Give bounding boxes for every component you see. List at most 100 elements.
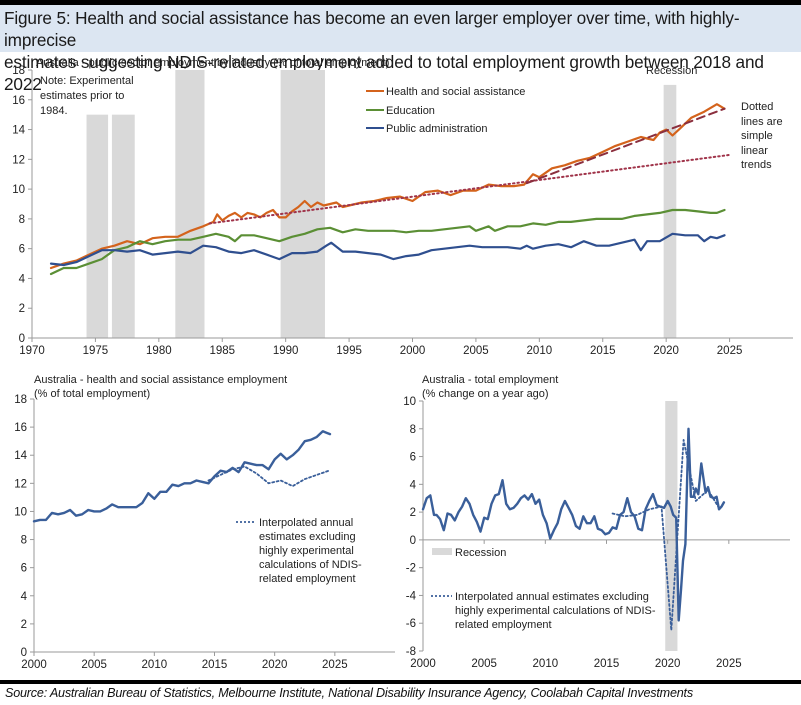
y-tick-label: 8 [19, 214, 25, 226]
trend-note-line-2: lines are [741, 116, 783, 128]
x-tick-label: 2025 [716, 658, 742, 670]
x-tick-label: 2020 [655, 658, 681, 670]
y-tick-label: 6 [21, 563, 27, 575]
top-series [49, 103, 731, 276]
health-employment-line [32, 430, 332, 523]
x-tick-label: 2005 [471, 658, 497, 670]
x-tick-label: 1980 [146, 345, 172, 357]
y-tick-label: 4 [19, 273, 26, 285]
y-tick-label: -2 [406, 563, 416, 575]
legend-swatch-recession [432, 548, 452, 555]
x-tick-label: 1975 [83, 345, 109, 357]
x-tick-label: 2015 [202, 659, 228, 671]
y-tick-label: 2 [410, 507, 416, 519]
title-band [0, 5, 801, 52]
figure-title-line1: Figure 5: Health and social assistance h… [4, 8, 740, 50]
y-tick-label: 0 [19, 333, 25, 345]
top-rule [0, 0, 801, 5]
interpolated-series-line [207, 465, 330, 488]
x-tick-label: 2005 [463, 345, 489, 357]
y-tick-label: 0 [21, 647, 27, 659]
trend-note-line-5: trends [741, 159, 772, 171]
legend-label-public-admin: Public administration [386, 123, 488, 135]
y-tick-label: 12 [12, 154, 25, 166]
x-tick-label: 2000 [410, 658, 436, 670]
bl-legend-line-3: highly experimental [259, 545, 354, 557]
top-chart-title: Australia - public-sector employment by … [36, 57, 389, 69]
top-legend: Health and social assistance Education P… [366, 86, 525, 135]
trend-note-line-3: simple [741, 130, 773, 142]
y-tick-label: 2 [21, 619, 27, 631]
y-tick-label: 4 [410, 479, 417, 491]
x-tick-label: 2020 [262, 659, 288, 671]
recession-label: Recession [646, 65, 697, 77]
recession-bar [175, 70, 205, 338]
recession-bar [86, 114, 109, 339]
y-tick-label: 10 [12, 184, 25, 196]
y-tick-label: 16 [14, 422, 27, 434]
top-chart: Australia - public-sector employment by … [12, 57, 793, 357]
y-tick-label: 6 [19, 244, 25, 256]
series-line-public-admin [49, 232, 726, 267]
trend-line-dashed [525, 107, 726, 185]
y-tick-label: -8 [406, 646, 416, 658]
x-tick-label: 2025 [717, 345, 743, 357]
y-tick-label: 8 [21, 535, 27, 547]
legend-label-education: Education [386, 105, 435, 117]
y-tick-label: 2 [19, 303, 25, 315]
trend-note-line-1: Dotted [741, 101, 773, 113]
x-tick-label: 2015 [594, 658, 620, 670]
bl-legend-line-5: related employment [259, 573, 356, 585]
series-line-education [49, 208, 726, 276]
x-tick-label: 2010 [527, 345, 553, 357]
trend-line-dotted [208, 153, 731, 225]
note-line-3: 1984. [40, 105, 68, 117]
y-tick-label: 18 [12, 65, 25, 77]
interpolated-series-line [611, 438, 720, 632]
bottom-right-axes: -8 -6 -4 -2 0 2 4 6 8 10 2000 2005 2010 2015 2020 2025 [403, 396, 790, 670]
bottom-rule [0, 680, 801, 684]
x-tick-label: 2010 [533, 658, 559, 670]
figure-title: Figure 5: Health and social assistance h… [4, 7, 801, 95]
bottom-left-axes: 0 2 4 6 8 10 12 14 16 18 2000 2005 2010 2015 2020 2025 [14, 394, 395, 671]
y-tick-label: 12 [14, 478, 27, 490]
recession-bar [111, 114, 135, 339]
x-tick-label: 2000 [400, 345, 426, 357]
x-tick-label: 2025 [322, 659, 348, 671]
series-line-health [49, 103, 726, 270]
top-axes: 0 2 4 6 8 10 12 14 16 18 1970 1975 1980 1985 1990 1995 2… [12, 65, 793, 357]
y-tick-label: 6 [410, 452, 416, 464]
bottom-right-subtitle: (% change on a year ago) [422, 388, 549, 400]
x-tick-label: 1995 [336, 345, 362, 357]
bottom-right-title: Australia - total employment [422, 374, 558, 386]
bottom-right-chart: Australia - total employment (% change o… [403, 374, 790, 670]
bl-legend-line-1: Interpolated annual [259, 517, 353, 529]
y-tick-label: 8 [410, 424, 416, 436]
br-legend-line-2: highly experimental calculations of NDIS… [455, 605, 656, 617]
legend-label-health: Health and social assistance [386, 86, 525, 98]
y-tick-label: 14 [14, 450, 27, 462]
bottom-left-series [32, 430, 332, 523]
bottom-right-series [421, 427, 726, 632]
bl-legend-line-4: calculations of NDIS- [259, 559, 362, 571]
trend-note-line-4: linear [741, 145, 768, 157]
br-legend-line-3: related employment [455, 619, 552, 631]
x-tick-label: 1970 [19, 345, 45, 357]
y-tick-label: 10 [14, 506, 27, 518]
y-tick-label: -6 [406, 618, 416, 630]
x-tick-label: 2000 [21, 659, 47, 671]
bottom-left-legend: Interpolated annual estimates excluding … [236, 517, 362, 585]
y-tick-label: 16 [12, 95, 25, 107]
source-note: Source: Australian Bureau of Statistics,… [5, 686, 693, 700]
employment-growth-line [421, 427, 726, 622]
bottom-left-title: Australia - health and social assistance… [34, 374, 287, 386]
x-tick-label: 2015 [590, 345, 616, 357]
bl-legend-line-2: estimates excluding [259, 531, 356, 543]
x-tick-label: 2020 [653, 345, 679, 357]
note-line-1: Note: Experimental [40, 75, 134, 87]
bottom-left-subtitle: (% of total employment) [34, 388, 150, 400]
y-tick-label: 18 [14, 394, 27, 406]
br-legend-line-1: Interpolated annual estimates excluding [455, 591, 649, 603]
y-tick-label: 0 [410, 535, 416, 547]
